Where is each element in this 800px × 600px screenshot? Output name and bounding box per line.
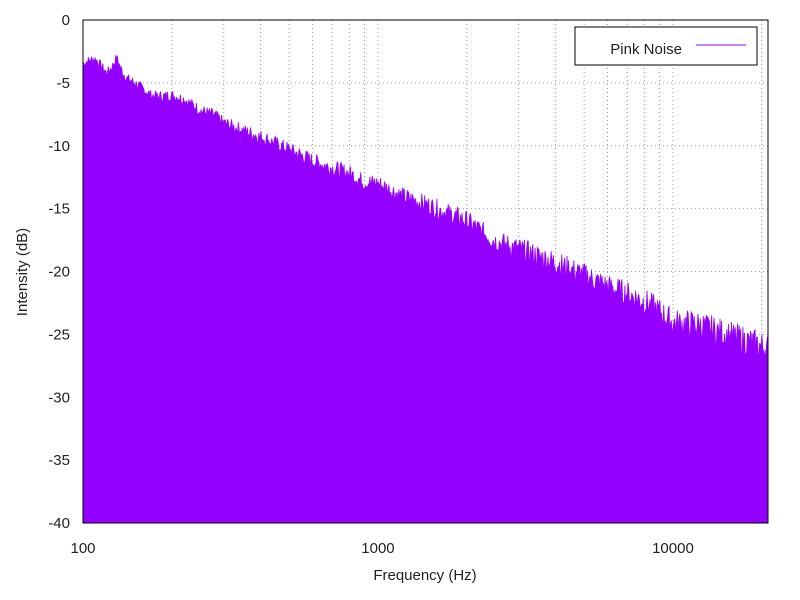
x-tick-label: 100 [70,540,95,557]
y-tick-label: -10 [48,138,70,155]
legend-label: Pink Noise [610,41,682,58]
y-tick-label: -40 [48,515,70,532]
y-tick-label: -5 [57,75,70,92]
x-tick-label: 10000 [652,540,694,557]
y-tick-label: -35 [48,452,70,469]
plot-frame [82,19,769,524]
series-area-pink-noise [82,55,769,524]
legend-box [574,26,758,66]
legend: Pink Noise [574,26,758,66]
y-tick-label: -30 [48,389,70,406]
y-tick-label: -20 [48,264,70,281]
y-tick-label: 0 [62,12,70,29]
y-tick-label: -25 [48,326,70,343]
x-axis-label: Frequency (Hz) [373,567,476,584]
x-tick-label: 1000 [361,540,394,557]
y-tick-label: -15 [48,201,70,218]
y-axis-label: Intensity (dB) [14,228,31,316]
series-area-layer [82,55,769,524]
